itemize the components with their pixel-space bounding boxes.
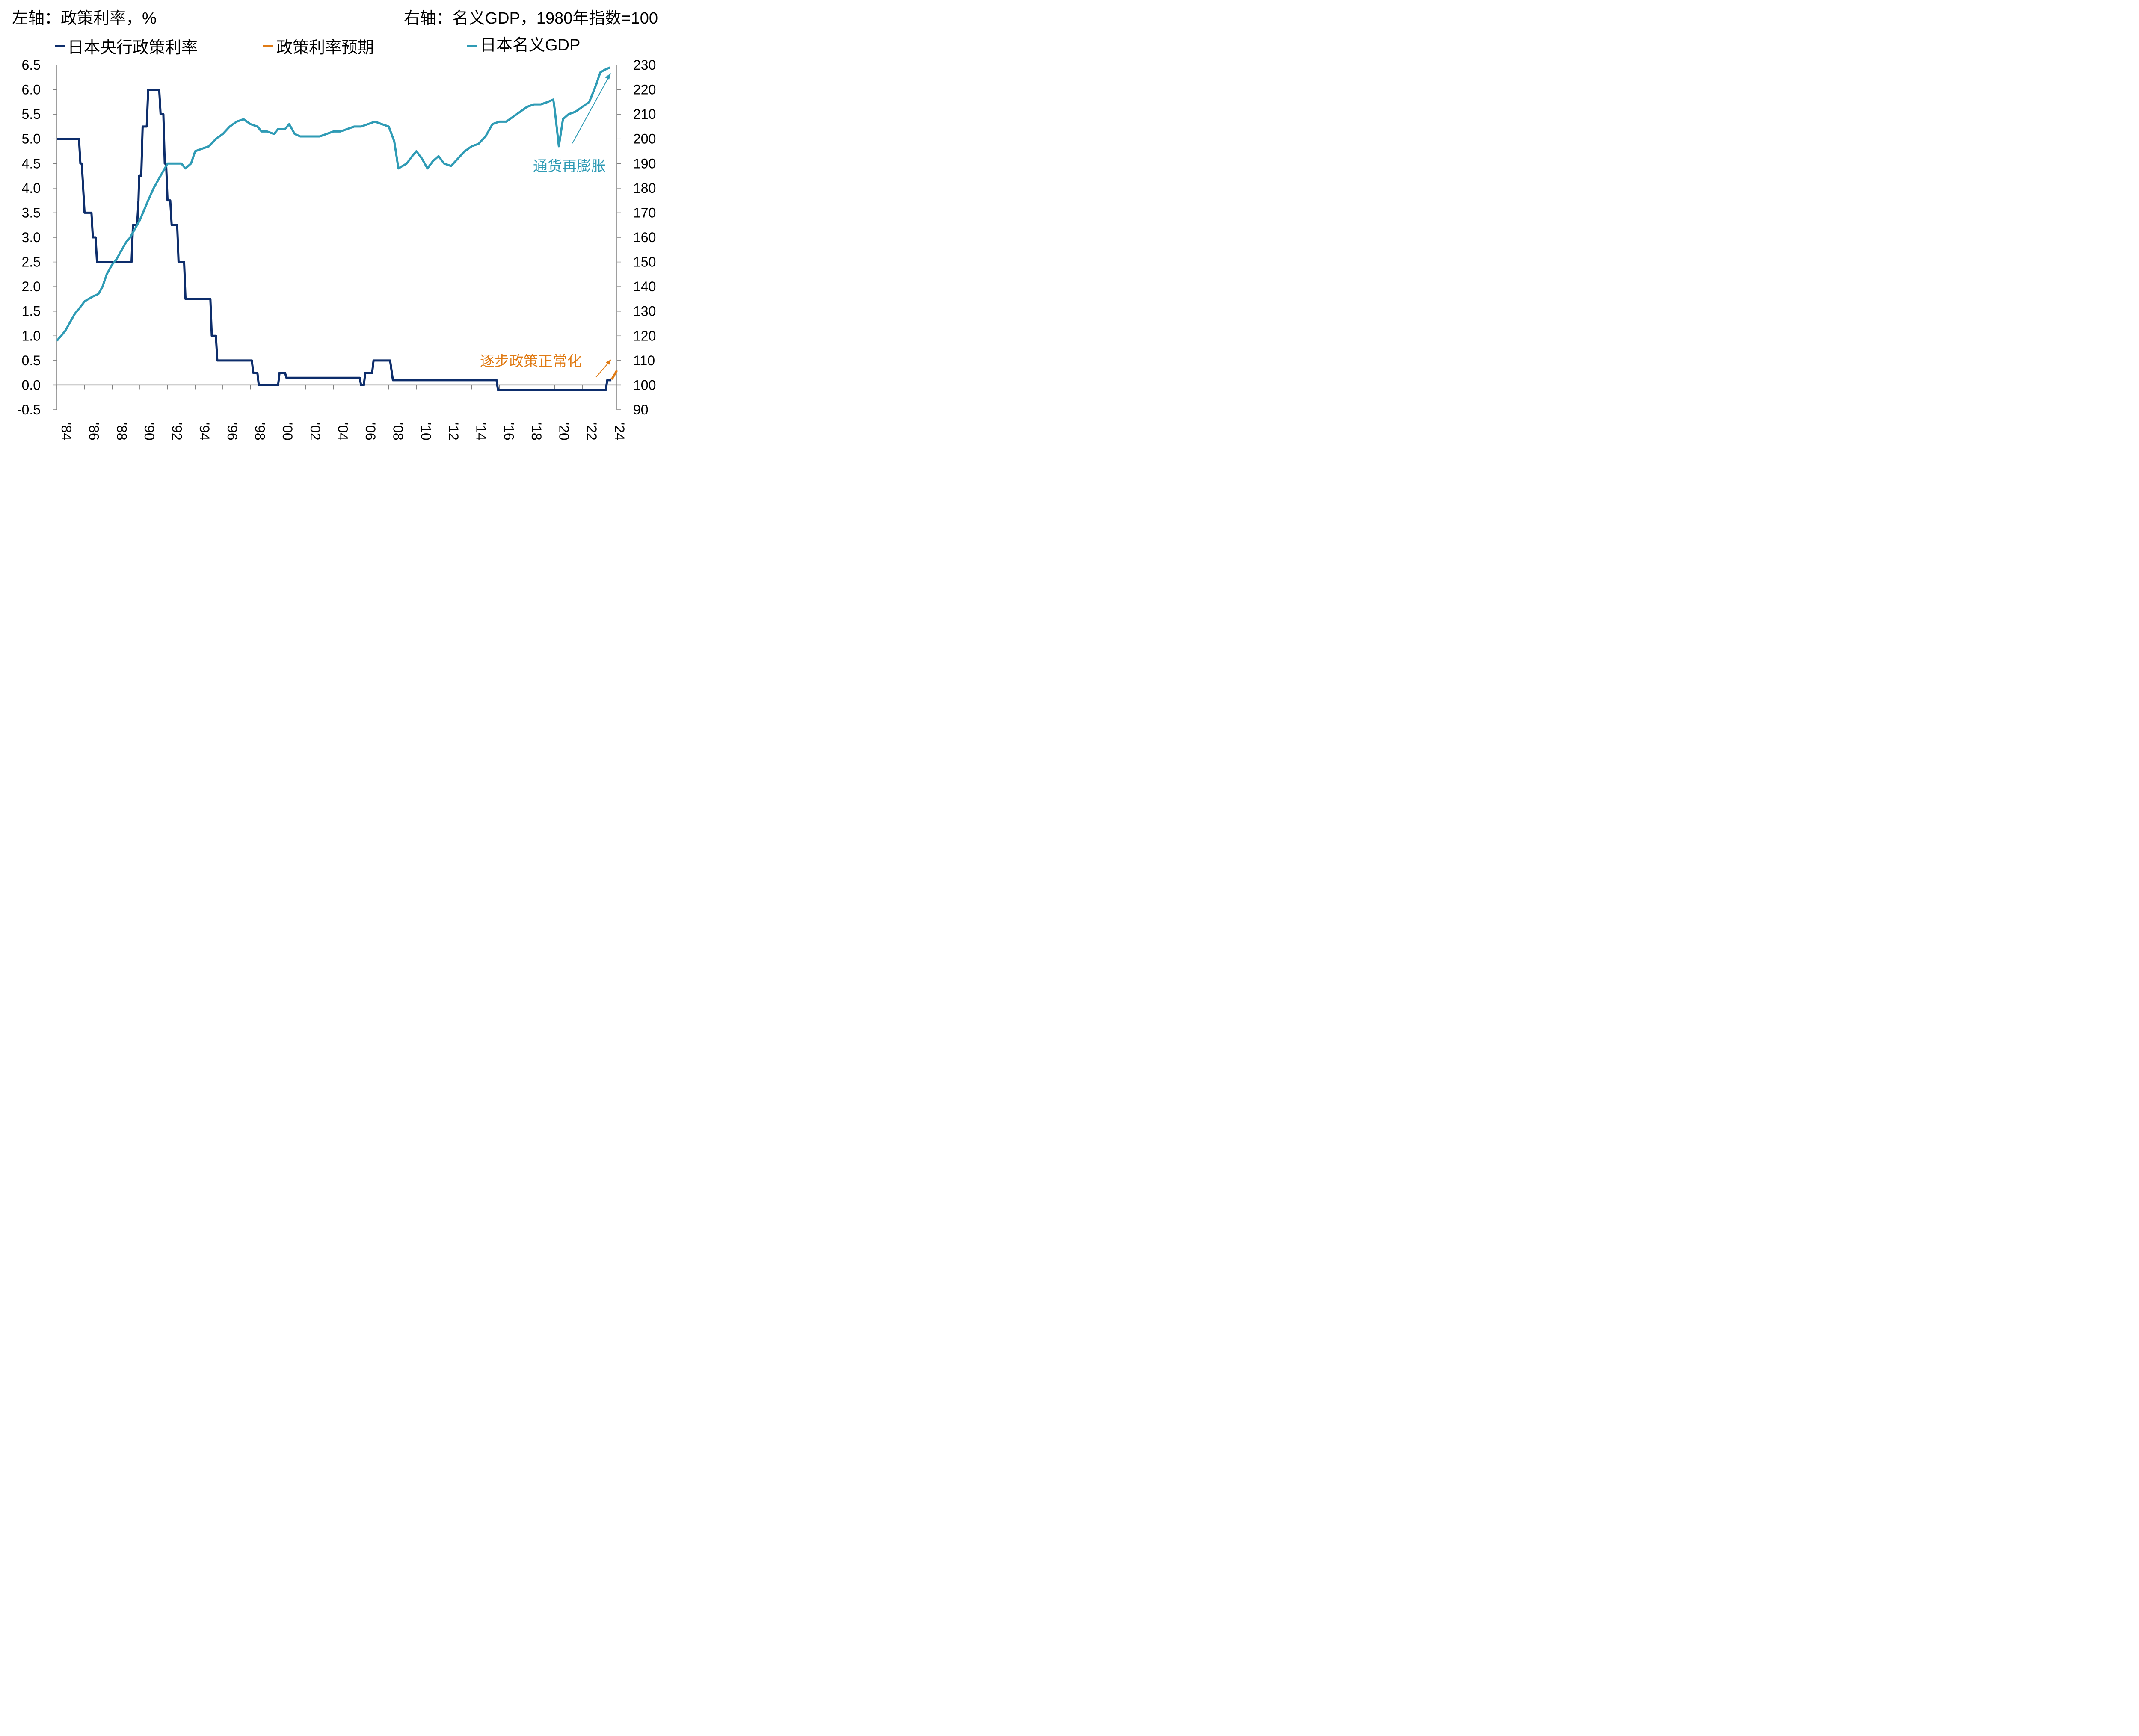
right-tick-label: 210 — [633, 106, 656, 122]
annotation-reflation-arrow — [572, 76, 610, 144]
right-axis-note: 右轴：名义GDP，1980年指数=100 — [404, 9, 658, 27]
left-tick-label: 5.0 — [22, 131, 41, 147]
x-tick-label: '06 — [363, 423, 378, 441]
left-tick-label: 6.5 — [22, 57, 41, 73]
x-tick-label: '20 — [557, 423, 572, 441]
x-tick-label: '16 — [501, 423, 516, 441]
left-tick-label: 2.0 — [22, 279, 41, 294]
right-tick-label: 160 — [633, 230, 656, 245]
x-tick-label: '90 — [142, 423, 157, 441]
left-tick-label: 5.5 — [22, 106, 41, 122]
axes: 6.5 6.0 5.5 5.0 4.5 4.0 3.5 3.0 2.5 2.0 1.5 1.0 0.5 0… — [17, 57, 656, 441]
right-tick-label: 190 — [633, 156, 656, 171]
legend-label-nominal-gdp: 日本名义GDP — [480, 36, 580, 54]
x-tick-label: '96 — [225, 423, 240, 441]
x-tick-label: '94 — [197, 423, 212, 441]
left-tick-label: 4.5 — [22, 156, 41, 171]
x-tick-label: '00 — [280, 423, 295, 441]
x-tick-label: '84 — [59, 423, 74, 441]
legend: 日本央行政策利率 政策利率预期 日本名义GDP — [55, 36, 580, 57]
series-line-rate-expectation — [610, 370, 618, 380]
x-tick-label: '88 — [114, 423, 129, 441]
series-lines — [56, 66, 618, 391]
left-tick-label: 6.0 — [22, 82, 41, 98]
x-tick-label: '86 — [86, 423, 102, 441]
chart: 左轴：政策利率，% 右轴：名义GDP，1980年指数=100 日本央行政策利率 … — [12, 9, 658, 441]
series-line-policy-rate — [57, 89, 612, 391]
left-tick-label: 1.0 — [22, 328, 41, 343]
right-tick-label: 130 — [633, 304, 656, 319]
series-line-nominal-gdp — [56, 66, 610, 342]
right-tick-label: 140 — [633, 279, 656, 294]
x-tick-label: '18 — [529, 423, 544, 441]
right-tick-label: 200 — [633, 131, 656, 147]
left-tick-label: 3.0 — [22, 230, 41, 245]
x-tick-label: '10 — [418, 423, 433, 441]
left-axis-note: 左轴：政策利率，% — [12, 9, 157, 27]
left-tick-label: -0.5 — [17, 402, 41, 417]
annotation-reflation: 通货再膨胀 — [533, 158, 606, 174]
right-tick-label: 90 — [633, 402, 649, 417]
left-tick-label: 4.0 — [22, 180, 41, 196]
x-tick-label: '24 — [612, 423, 627, 441]
annotation-reflation-arrowhead — [605, 73, 611, 80]
right-tick-label: 180 — [633, 180, 656, 196]
left-tick-label: 0.5 — [22, 353, 41, 368]
right-tick-label: 110 — [633, 353, 655, 368]
right-tick-label: 120 — [633, 328, 656, 343]
right-tick-label: 220 — [633, 82, 656, 98]
right-tick-label: 100 — [633, 377, 656, 393]
annotation-normalization: 逐步政策正常化 — [480, 353, 582, 370]
left-tick-label: 0.0 — [22, 377, 41, 393]
right-tick-label: 150 — [633, 254, 656, 270]
x-tick-label: '92 — [169, 423, 185, 441]
legend-label-rate-expectation: 政策利率预期 — [276, 39, 374, 57]
x-tick-label: '12 — [446, 423, 461, 441]
left-tick-label: 3.5 — [22, 205, 41, 220]
x-tick-label: '08 — [391, 423, 406, 441]
left-tick-label: 1.5 — [22, 304, 41, 319]
x-tick-label: '02 — [308, 423, 323, 441]
left-tick-label: 2.5 — [22, 254, 41, 270]
x-tick-label: '14 — [474, 423, 489, 441]
right-tick-label: 170 — [633, 205, 656, 220]
x-tick-label: '04 — [335, 423, 350, 441]
right-tick-label: 230 — [633, 57, 656, 73]
x-tick-label: '98 — [252, 423, 267, 441]
annotation-normalization-arrow — [595, 361, 610, 378]
legend-label-policy-rate: 日本央行政策利率 — [68, 39, 198, 57]
x-tick-label: '22 — [584, 423, 599, 441]
annotation-normalization-arrowhead — [606, 359, 611, 365]
